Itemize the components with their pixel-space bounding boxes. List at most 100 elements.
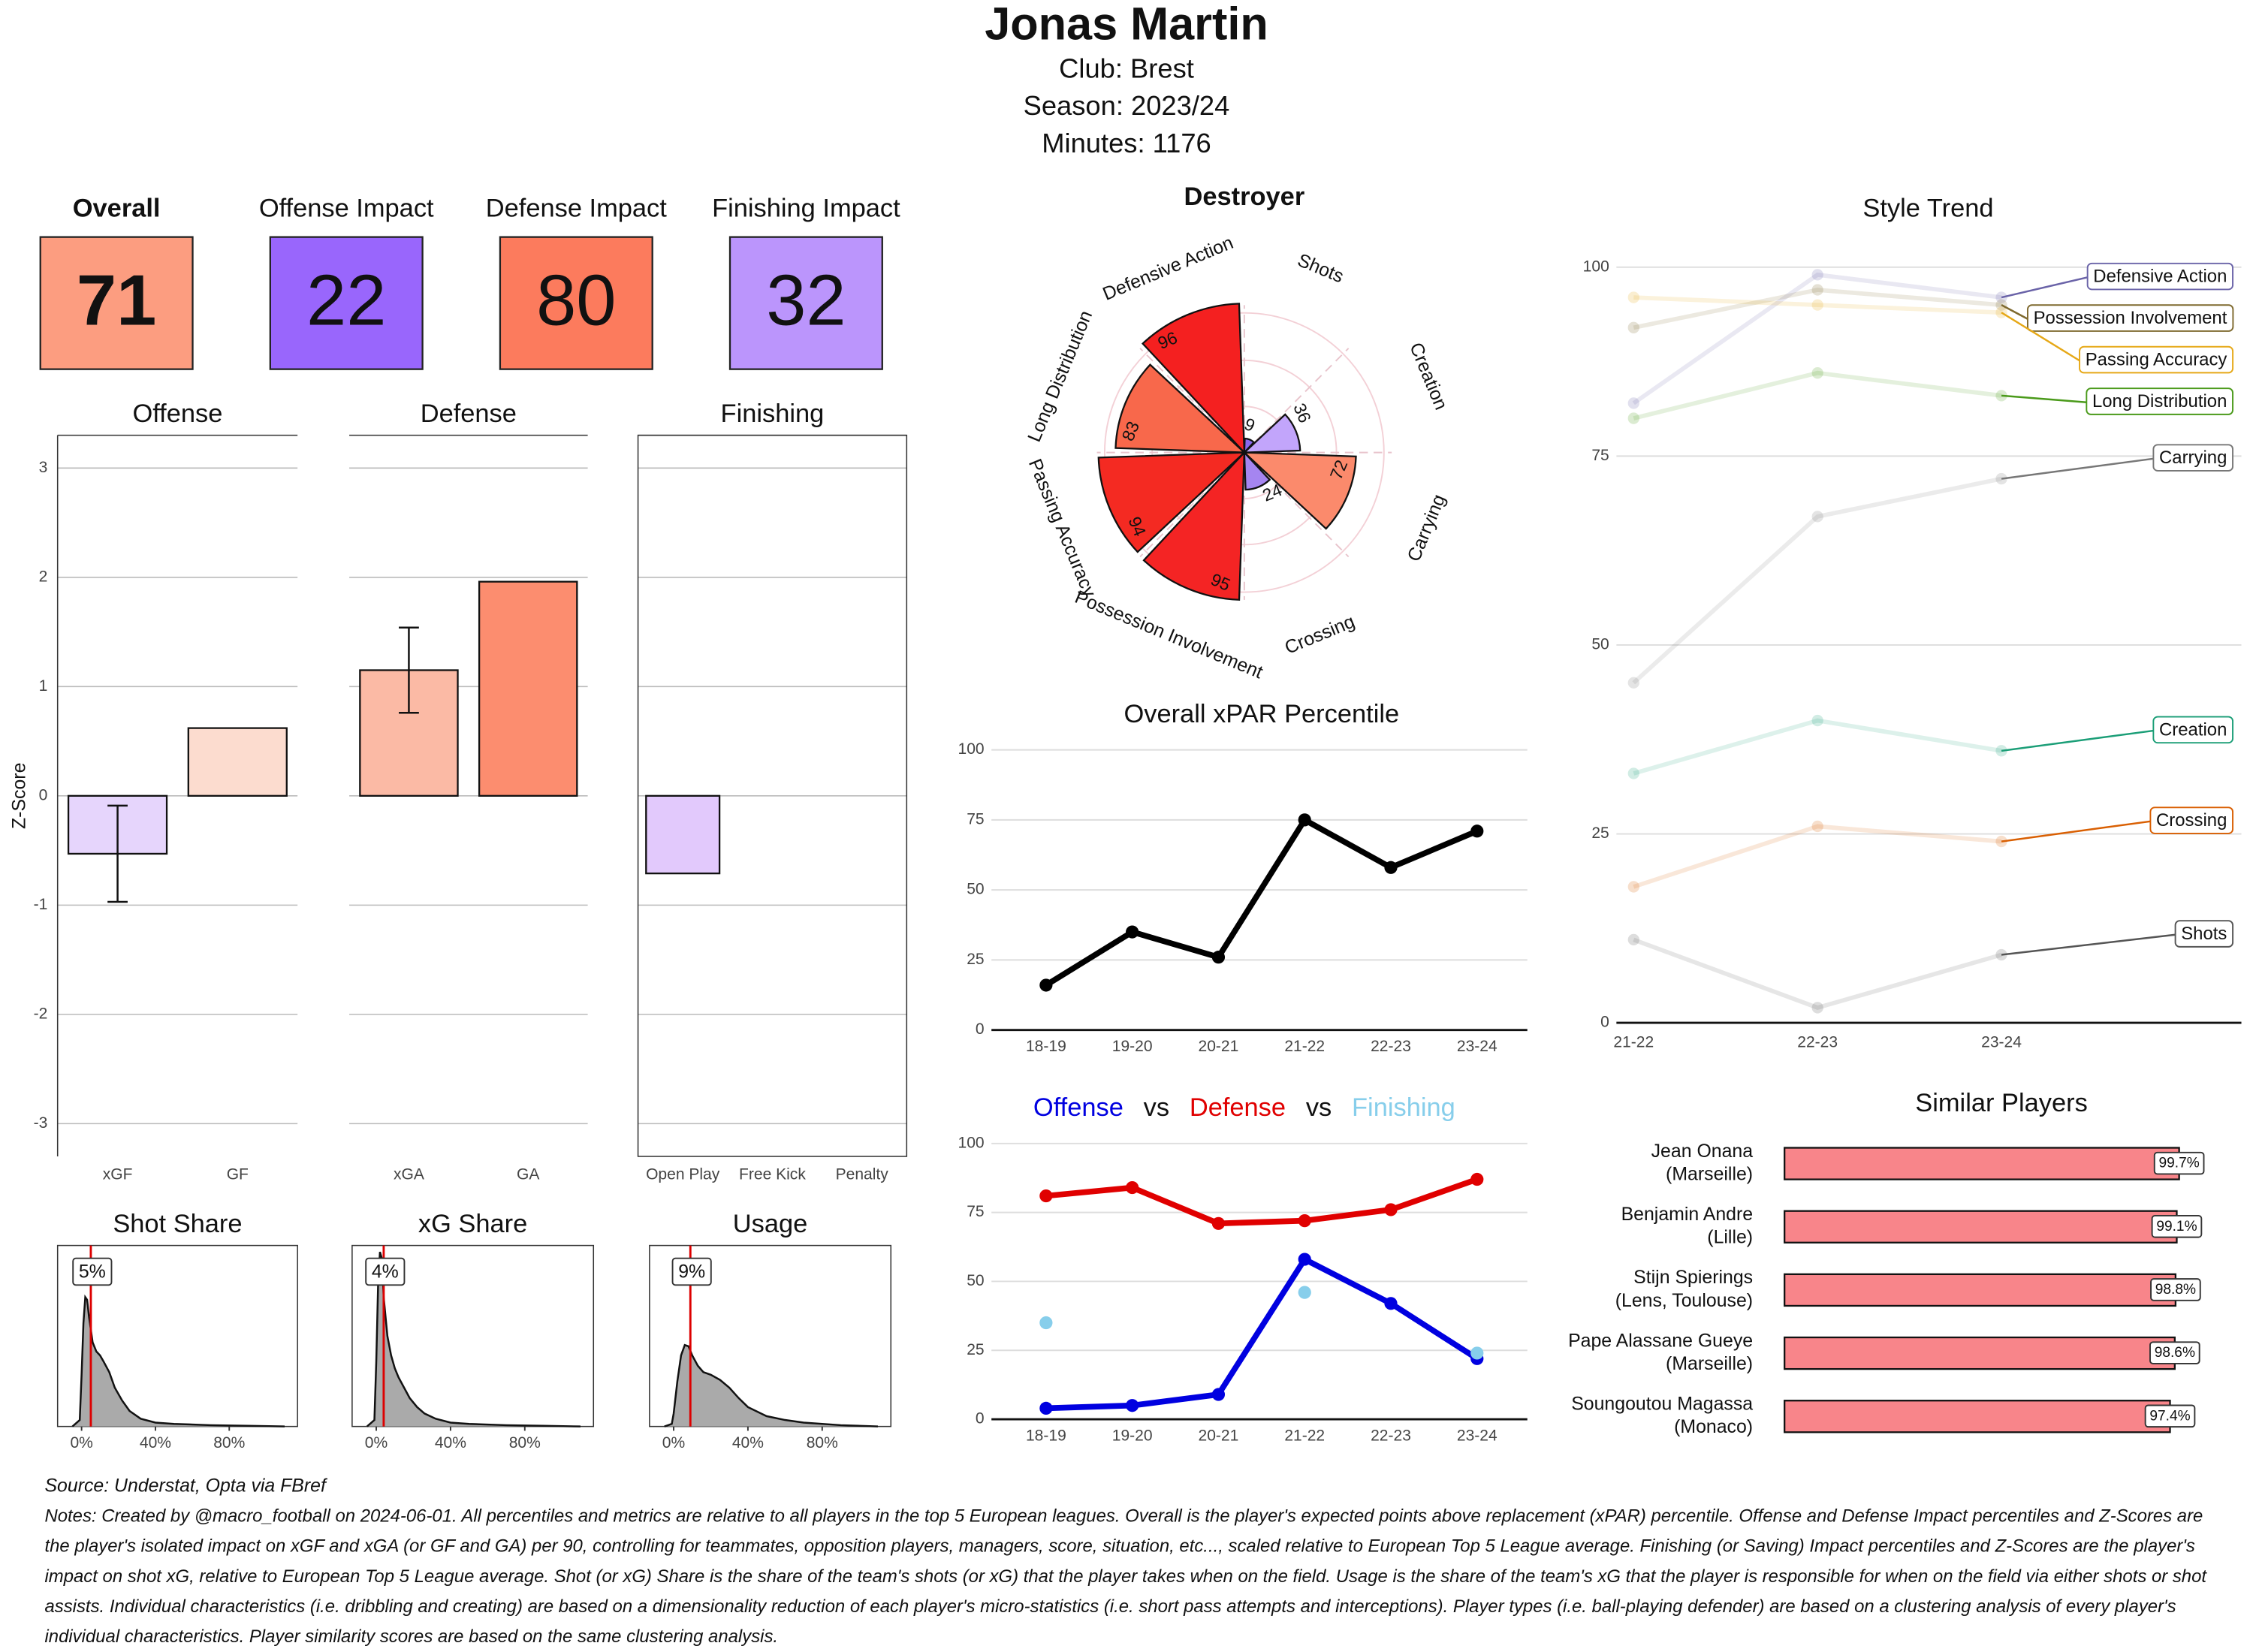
series-point [1211,951,1226,964]
series-line [1633,937,2002,1010]
marker-label: 9% [678,1262,705,1283]
error-bar [107,804,128,903]
series-point [1384,1203,1398,1216]
tile-value: 80 [536,261,616,341]
title-separator: vs [1144,1093,1169,1122]
series-point [1470,824,1484,838]
series-point [1811,820,1823,833]
legend-entry: Shots [2181,924,2227,944]
polar-grid [1103,312,1385,593]
player-name: Soungoutou Magassa [1571,1394,1753,1415]
player-name: Jean Onana [1651,1141,1754,1162]
x-tick-label: GA [517,1165,539,1183]
legend-entry: Defensive Action [2093,267,2227,287]
x-tick-label: 0% [70,1434,92,1452]
player-name: Pape Alassane Gueye [1568,1330,1753,1351]
tile-box [728,236,883,370]
x-tick-label: 23-24 [1981,1033,2022,1051]
series-point [1627,933,1639,946]
series-point [1126,925,1139,939]
series-point [1384,861,1398,874]
x-tick-label: 40% [140,1434,171,1452]
series-point [1039,1316,1053,1330]
tile-box [269,236,424,370]
label-connector [2001,457,2154,480]
x-tick-label: 22-23 [1797,1033,1838,1051]
legend-entry: Finishing [1352,1093,1455,1122]
polar-bar [1141,303,1246,455]
legend-entry: Creation [2159,719,2227,740]
x-tick-label: Penalty [836,1165,889,1183]
y-tick-label: 50 [967,881,984,898]
series-point [1298,813,1311,827]
legend-box [2086,387,2234,415]
x-tick-label: 40% [435,1434,466,1452]
marker-label-box [671,1257,712,1286]
x-tick-label: 23-24 [1457,1427,1497,1445]
x-tick-label: xGF [103,1165,133,1183]
x-tick-label: 23-24 [1457,1038,1497,1055]
series-line [1633,718,2002,776]
series-point [1995,835,2007,848]
series-line [1633,295,2002,315]
polar-bar [1241,413,1301,454]
tile-value: 22 [306,261,386,341]
series-line [1632,272,2002,405]
series-point [1126,1180,1139,1195]
season: Season: 2023/24 [1024,90,1230,121]
series-line [1633,370,2002,421]
polar-bar [1243,437,1256,455]
series-point [1039,1189,1053,1203]
series-point [1470,1172,1484,1186]
bar [645,794,721,875]
x-tick-label: 20-21 [1199,1038,1239,1055]
series-point [1298,1214,1311,1228]
series-point [1811,367,1823,379]
polar-bar [1243,450,1271,491]
note-line: assists. Individual characteristics (i.e… [44,1596,2176,1617]
series-point [1811,714,1823,727]
club: Club: Brest [1059,53,1194,83]
legend-entry: Crossing [2156,810,2227,831]
series-point [1039,978,1053,992]
tile-label: Defense Impact [486,194,668,222]
x-tick-label: 18-19 [1026,1427,1066,1445]
series-line [1045,1176,1479,1227]
legend-entry: Offense [1033,1093,1123,1122]
label-connector [2001,394,2087,403]
bar [187,727,288,797]
value-label-box [2144,1404,2196,1428]
marker-label-box [365,1257,406,1286]
x-tick-label: Free Kick [739,1165,806,1183]
bar [1784,1400,2171,1433]
series-point [1627,397,1639,409]
polar-bar [1114,363,1247,454]
x-tick-label: Open Play [646,1165,720,1183]
density-line [664,1343,878,1427]
value-label-box [2153,1151,2205,1175]
label-connector [2001,933,2176,956]
legend-entry: Possession Involvement [2034,308,2227,328]
value-label-box [2149,1341,2200,1364]
series-point [1627,412,1639,424]
series-line [1045,1256,1479,1412]
tile-value: 32 [766,261,846,341]
series-point [1627,291,1639,303]
x-tick-label: 19-20 [1112,1038,1153,1055]
bar [1784,1210,2178,1244]
bar [1784,1147,2180,1180]
y-tick-label: -2 [34,1005,48,1022]
note-line: individual characteristics. Player simil… [44,1626,778,1647]
x-tick-label: 40% [732,1434,764,1452]
legend-entry: Passing Accuracy [2086,350,2227,370]
density-fill [366,1252,581,1427]
series-point [1811,511,1823,523]
y-tick-label: -3 [34,1114,48,1132]
series-point [1126,1399,1139,1412]
source: Source: Understat, Opta via FBref [44,1476,328,1497]
marker-label: 4% [372,1262,399,1283]
player-club: (Lille) [1707,1227,1753,1248]
y-tick-label: 3 [39,459,48,476]
series-point [1211,1216,1226,1230]
chart-title: Destroyer [1184,182,1305,211]
